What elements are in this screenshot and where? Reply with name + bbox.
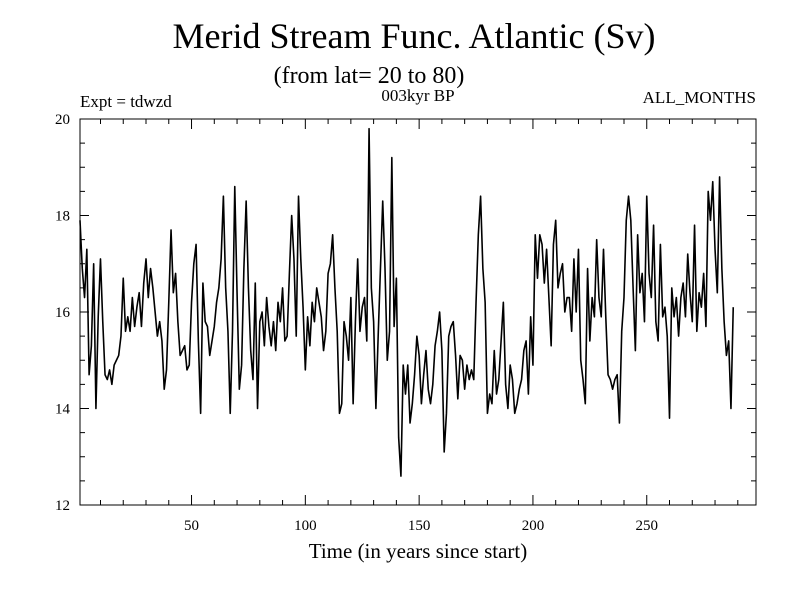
x-tick-label: 250 [635, 518, 658, 534]
period-label: 003kyr BP [381, 86, 454, 105]
y-tick-label: 16 [55, 305, 71, 321]
y-axis: 12 14 16 18 20 [55, 112, 756, 514]
x-axis: 50 100 150 200 250 [99, 119, 739, 534]
experiment-label: Expt = tdwzd [80, 92, 172, 111]
y-tick-label: 18 [55, 209, 70, 225]
y-tick-label: 20 [55, 112, 70, 128]
chart-subtitle: (from lat= 20 to 80) [274, 63, 465, 89]
months-label: ALL_MONTHS [643, 88, 756, 107]
x-tick-label: 150 [408, 518, 431, 534]
x-axis-label: Time (in years since start) [309, 539, 528, 563]
x-tick-label: 100 [294, 518, 317, 534]
y-tick-label: 14 [55, 402, 71, 418]
x-tick-label: 200 [522, 518, 545, 534]
chart-title: Merid Stream Func. Atlantic (Sv) [173, 16, 656, 56]
plot-frame [79, 118, 757, 506]
series-line [79, 127, 735, 477]
x-tick-label: 50 [184, 518, 199, 534]
y-tick-label: 12 [55, 498, 70, 514]
